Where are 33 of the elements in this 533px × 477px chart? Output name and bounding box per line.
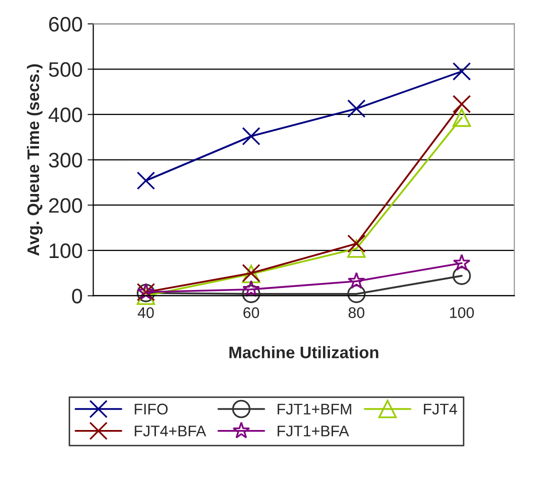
point bbox=[452, 94, 471, 114]
point bbox=[242, 127, 260, 146]
y-tick-label: 300 bbox=[48, 152, 82, 168]
legend-label: FJT1+BFM bbox=[278, 404, 352, 414]
point bbox=[242, 284, 260, 304]
point bbox=[136, 286, 156, 305]
point bbox=[452, 108, 471, 127]
y-tick-label: 0 bbox=[72, 288, 82, 304]
point bbox=[242, 280, 260, 297]
legend-label: FJT1+BFA bbox=[278, 426, 350, 436]
point bbox=[452, 62, 471, 81]
point bbox=[347, 239, 366, 258]
legend-label: FIFO bbox=[134, 404, 168, 414]
legend-label: FJT4+BFA bbox=[134, 426, 206, 436]
x-tick-label: 60 bbox=[243, 307, 260, 318]
point bbox=[136, 171, 156, 190]
x-axis-title: Machine Utilization bbox=[229, 346, 378, 358]
point bbox=[347, 284, 366, 304]
x-tick-label: 100 bbox=[450, 307, 474, 318]
point bbox=[347, 234, 366, 253]
y-axis-title: Avg. Queue Time (secs.) bbox=[26, 64, 43, 256]
point bbox=[348, 272, 366, 289]
legend-label: FJT4 bbox=[424, 404, 458, 414]
y-tick-label: 600 bbox=[49, 16, 82, 32]
y-tick-label: 400 bbox=[48, 107, 82, 122]
y-tick-label: 200 bbox=[49, 198, 82, 213]
y-tick-label: 500 bbox=[48, 62, 82, 77]
point bbox=[452, 254, 470, 271]
point bbox=[347, 99, 366, 118]
point bbox=[452, 266, 471, 285]
x-tick-label: 40 bbox=[138, 307, 154, 318]
x-tick-label: 80 bbox=[348, 307, 364, 318]
y-tick-label: 100 bbox=[50, 243, 82, 258]
